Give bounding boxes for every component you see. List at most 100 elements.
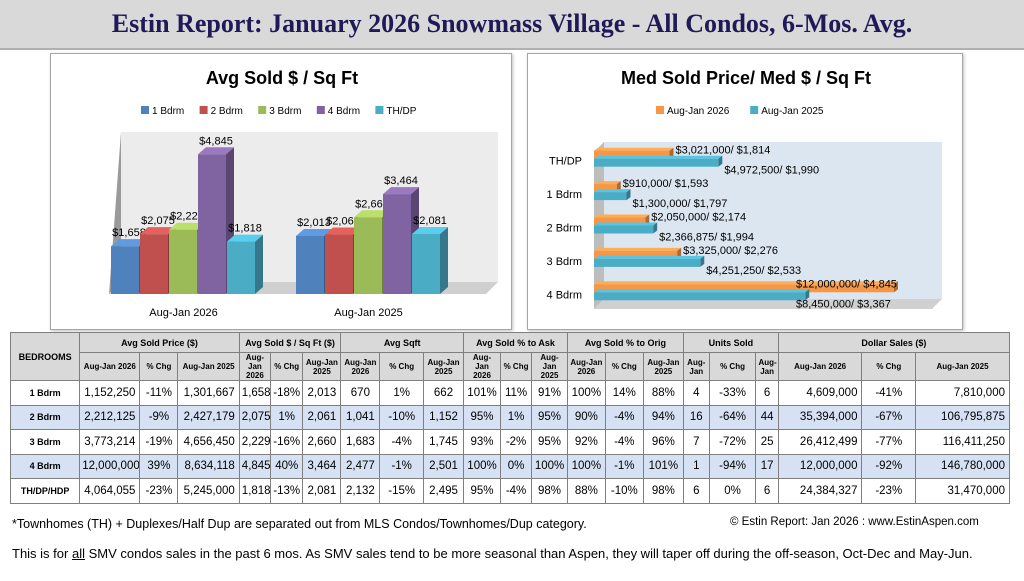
table-cell: -1%	[379, 453, 424, 479]
legend-label-3-bdrm: 3 Bdrm	[269, 106, 301, 117]
table-cell: 2,061	[302, 404, 342, 430]
table-cell: 0%	[708, 478, 757, 504]
bar-label-th-dp-aug-jan-2025: $2,081	[413, 215, 447, 227]
sub-header-chg: % Chg	[861, 352, 917, 381]
table-cell: 2,495	[422, 478, 465, 504]
table-cell: 1,745	[422, 429, 465, 455]
category-label-2-bdrm: 2 Bdrm	[547, 223, 582, 235]
chart-title: Avg Sold $ / Sq Ft	[206, 68, 358, 88]
sub-header-aug-jan-2026: Aug-Jan 2026	[79, 352, 141, 381]
seasonality-note: This is for all SMV condos sales in the …	[12, 546, 1017, 562]
legend-swatch-aug-jan-2026	[656, 106, 664, 114]
sub-header-aug-jan-2025: Aug-Jan 2025	[177, 352, 240, 381]
bar-front-2-bdrm-aug-jan-2026	[140, 234, 168, 294]
table-cell: 96%	[642, 429, 684, 455]
bar-aug-jan-2026-4-bdrm	[594, 281, 898, 293]
table-cell: 6	[755, 380, 779, 406]
bar-front-3-bdrm-aug-jan-2026	[169, 229, 197, 294]
bar-front-3-bdrm-aug-jan-2025	[354, 217, 382, 294]
bar-top-2-bdrm-aug-jan-2026	[140, 227, 176, 235]
table-cell: -4%	[499, 478, 533, 504]
sub-header-aug-jan-2025: Aug-Jan 2025	[642, 352, 684, 381]
sub-header-chg: % Chg	[270, 352, 304, 381]
table-cell: 88%	[642, 380, 684, 406]
bar-side-aug-jan-2025-4-bdrm	[805, 289, 810, 301]
table-cell: 101%	[642, 453, 684, 479]
table-cell: 90%	[566, 404, 606, 430]
sub-header-aug-jan-2026: Aug-Jan 2026	[777, 352, 863, 381]
bar-top-1-bdrm-aug-jan-2025	[296, 228, 332, 236]
table-cell: 1,152,250	[79, 380, 141, 406]
table-cell: 39%	[139, 453, 179, 479]
sub-header-chg: % Chg	[708, 352, 757, 381]
legend-label-2-bdrm: 2 Bdrm	[211, 106, 243, 117]
legend-label-th-dp: TH/DP	[386, 106, 416, 117]
table-cell: -4%	[604, 429, 644, 455]
table-row: 3 Bdrm 3,773,214 -19% 4,656,450 2,229 -16% 2,6…	[9, 429, 1010, 455]
bar-top-aug-jan-2025-2-bdrm	[594, 222, 658, 226]
table-cell: -92%	[861, 453, 917, 479]
bar-side-aug-jan-2025-th-dp	[718, 155, 723, 167]
chart-title: Med Sold Price/ Med $ / Sq Ft	[621, 68, 871, 88]
sub-header-aug-jan-2026: Aug-Jan 2026	[463, 352, 501, 381]
table-cell: 7,810,000	[915, 380, 1010, 406]
bar-aug-jan-2025-1-bdrm	[594, 189, 631, 201]
table-group-header-row: BEDROOMS Avg Sold Price ($) Avg Sold $ / S…	[9, 332, 1011, 381]
bar-top-aug-jan-2026-2-bdrm	[594, 214, 650, 218]
bar-aug-jan-2026-1-bdrm	[594, 181, 621, 193]
bar-side-th-dp-aug-jan-2025	[440, 226, 448, 294]
table-cell: 4,609,000	[777, 380, 863, 406]
note-post: SMV condos sales in the past 6 mos. As S…	[84, 546, 973, 561]
table-cell: 17	[755, 453, 779, 479]
bar-aug-jan-2025-3-bdrm	[594, 255, 705, 267]
bar-front-aug-jan-2026-th-dp	[594, 150, 670, 159]
table-cell: 93%	[463, 429, 501, 455]
table-cell: 12,000,000	[777, 453, 863, 479]
bar-top-th-dp-aug-jan-2026	[227, 234, 263, 242]
table-cell: 26,412,499	[777, 429, 863, 455]
table-cell: 1,041	[340, 404, 381, 430]
report-title: Estin Report: January 2026 Snowmass Vill…	[111, 9, 913, 38]
bar-front-1-bdrm-aug-jan-2026	[111, 246, 139, 294]
table-cell: 1	[682, 453, 710, 479]
bar-front-aug-jan-2026-2-bdrm	[594, 217, 646, 226]
bar-label-aug-jan-2025-1-bdrm: $1,300,000/ $1,797	[633, 198, 728, 210]
bar-label-aug-jan-2025-4-bdrm: $8,450,000/ $3,367	[796, 298, 891, 310]
legend-swatch-th-dp	[375, 106, 384, 114]
bar-label-3-bdrm-aug-jan-2026: $2,229	[170, 211, 204, 223]
table-cell: 116,411,250	[915, 429, 1010, 455]
table-cell: 2,081	[302, 478, 342, 504]
table-cell: 100%	[566, 453, 606, 479]
bar-top-th-dp-aug-jan-2025	[412, 226, 448, 234]
table-cell: 0%	[499, 453, 533, 479]
table-cell: -10%	[604, 478, 644, 504]
category-label-aug-jan-2025: Aug-Jan 2025	[334, 307, 403, 319]
bar-side-aug-jan-2025-3-bdrm	[700, 255, 705, 267]
table-cell: -19%	[139, 429, 179, 455]
category-label-aug-jan-2026: Aug-Jan 2026	[149, 307, 218, 319]
bar-side-th-dp-aug-jan-2026	[255, 234, 263, 294]
bar-th-dp-aug-jan-2025	[412, 226, 448, 294]
sub-header-aug-jan-2026: Aug-Jan 2026	[566, 352, 606, 381]
bar-front-4-bdrm-aug-jan-2026	[198, 154, 226, 294]
bar-label-aug-jan-2026-2-bdrm: $2,050,000/ $2,174	[651, 212, 746, 224]
table-cell: -13%	[270, 478, 304, 504]
table-cell: 146,780,000	[915, 453, 1010, 479]
table-cell: 16	[682, 404, 710, 430]
table-cell: -33%	[708, 380, 757, 406]
table-cell: 100%	[463, 453, 501, 479]
bar-aug-jan-2025-2-bdrm	[594, 222, 658, 234]
sub-header-chg: % Chg	[604, 352, 644, 381]
row-label: 4 Bdrm	[9, 453, 81, 479]
sub-header-chg: % Chg	[139, 352, 179, 381]
note-pre: This is for	[12, 546, 72, 561]
table-cell: 8,634,118	[177, 453, 240, 479]
bar-label-2-bdrm-aug-jan-2025: $2,061	[326, 216, 360, 228]
table-row: TH/DP/HDP 4,064,055 -23% 5,245,000 1,818 -13%…	[9, 478, 1010, 504]
bar-front-aug-jan-2026-3-bdrm	[594, 250, 678, 259]
table-cell: -72%	[708, 429, 757, 455]
bar-label-aug-jan-2026-th-dp: $3,021,000/ $1,814	[676, 145, 771, 157]
bar-label-4-bdrm-aug-jan-2026: $4,845	[199, 135, 233, 147]
bar-top-3-bdrm-aug-jan-2026	[169, 222, 205, 230]
table-cell: -2%	[499, 429, 533, 455]
